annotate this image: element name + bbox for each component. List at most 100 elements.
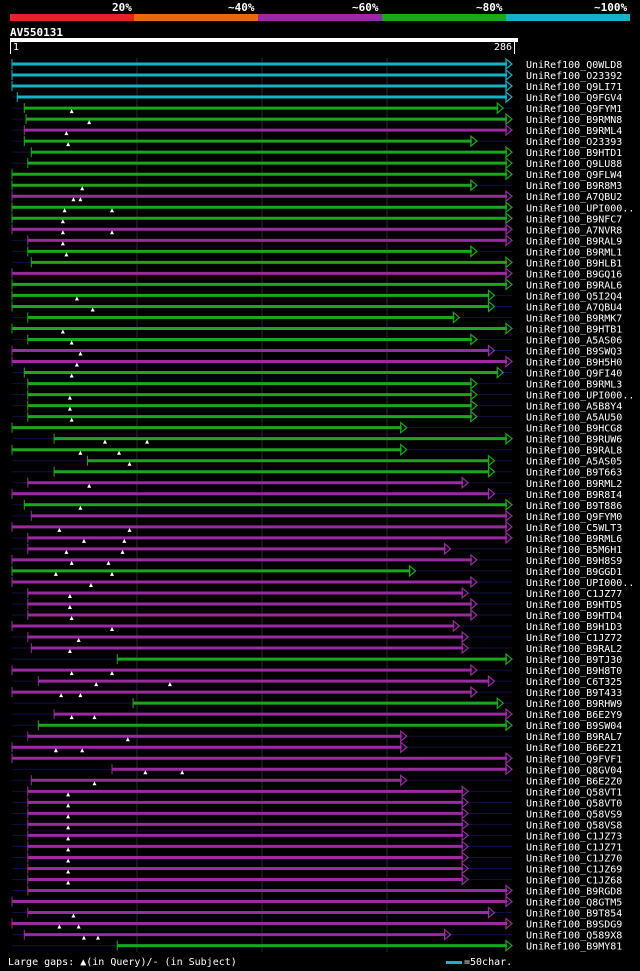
hit-arrow	[400, 729, 408, 743]
query-bar	[10, 38, 518, 42]
hit-label: UniRef100_O23393	[526, 137, 622, 148]
gap-marker	[71, 913, 76, 918]
gap-marker	[127, 527, 132, 532]
hit-arrow	[470, 245, 478, 258]
gap-marker	[60, 241, 65, 246]
hit-arrow	[400, 774, 408, 787]
hit-arrow	[487, 344, 496, 357]
hit-label: UniRef100_B9RMK7	[526, 313, 622, 324]
hit-arrow	[470, 333, 478, 346]
gap-marker	[57, 924, 62, 929]
hit-label: UniRef100_Q58VT0	[526, 798, 622, 809]
gap-marker	[110, 208, 114, 213]
hit-label: UniRef100_Q9FYM0	[526, 512, 622, 523]
hit-arrow	[505, 432, 513, 445]
hit-label: UniRef100_B9RAL7	[526, 732, 622, 743]
hit-arrow	[505, 189, 513, 203]
hit-arrow	[461, 641, 470, 655]
hit-label: UniRef100_B9T433	[526, 688, 622, 699]
hit-label: UniRef100_Q589X8	[526, 931, 622, 942]
gap-marker	[67, 395, 72, 400]
gap-marker	[60, 329, 65, 334]
hit-label: UniRef100_A7NVR8	[526, 225, 622, 236]
hit-arrow	[470, 377, 478, 390]
hit-arrow	[461, 873, 470, 886]
gap-marker	[110, 571, 114, 576]
hit-arrow	[487, 906, 496, 919]
hit-label: UniRef100_A5AU50	[526, 413, 622, 424]
hit-arrow	[505, 939, 513, 952]
hit-label: UniRef100_Q8GTM5	[526, 898, 622, 909]
hit-label: UniRef100_UPI000..	[526, 578, 634, 589]
hit-arrow	[505, 652, 513, 666]
hit-label: UniRef100_A7QBU4	[526, 302, 622, 313]
hit-arrow	[496, 366, 505, 379]
hit-label: UniRef100_B6E2Y9	[526, 710, 622, 721]
hit-arrow	[461, 829, 470, 842]
gap-marker	[81, 538, 86, 543]
gap-marker	[81, 935, 86, 940]
gap-marker	[74, 362, 79, 367]
gap-marker	[92, 781, 97, 786]
gap-marker	[80, 748, 85, 753]
gap-marker	[59, 693, 64, 698]
scale-legend-line	[446, 960, 462, 964]
gap-marker	[69, 671, 74, 676]
gap-marker	[66, 142, 71, 147]
hit-label: UniRef100_B9RMN8	[526, 115, 622, 126]
scale-label-80: ~80%	[476, 1, 503, 14]
gap-marker	[64, 252, 69, 257]
gap-marker	[64, 131, 69, 136]
hit-label: UniRef100_Q9LU88	[526, 159, 622, 170]
gap-marker	[127, 461, 132, 466]
hit-label: UniRef100_C5WLT3	[526, 523, 622, 534]
hit-arrow	[505, 223, 513, 236]
hit-label: UniRef100_B9HTD1	[526, 148, 622, 159]
hit-label: UniRef100_B9GGD1	[526, 567, 622, 578]
hit-arrow	[470, 410, 478, 423]
hit-arrow	[505, 917, 513, 930]
hit-label: UniRef100_Q58VT1	[526, 787, 622, 798]
gap-marker	[64, 549, 69, 554]
gap-marker	[66, 858, 71, 863]
hit-label: UniRef100_B9HTD4	[526, 611, 622, 622]
hit-label: UniRef100_Q9LI71	[526, 82, 622, 93]
gap-marker	[66, 880, 71, 885]
hit-label: UniRef100_B9RAL9	[526, 236, 622, 247]
hit-arrow	[470, 685, 478, 699]
hit-arrow	[461, 807, 470, 820]
hit-label: UniRef100_B9RAL8	[526, 446, 622, 457]
hit-arrow	[470, 178, 478, 192]
hit-label: UniRef100_Q58VS8	[526, 820, 622, 831]
hit-arrow	[470, 608, 478, 622]
hit-arrow	[470, 597, 478, 611]
hit-label: UniRef100_C1JZ72	[526, 633, 622, 644]
hit-label: UniRef100_B9SDG9	[526, 920, 622, 931]
hit-arrow	[400, 421, 408, 434]
hit-label: UniRef100_Q9FVF1	[526, 754, 622, 765]
hit-arrow	[470, 399, 478, 412]
gap-marker	[78, 450, 83, 455]
hit-arrow	[505, 531, 513, 545]
hit-label: UniRef100_Q9FGV4	[526, 93, 622, 104]
hit-label: UniRef100_B9R8I4	[526, 490, 622, 501]
gap-marker	[67, 649, 72, 654]
hit-arrow	[505, 112, 513, 126]
hit-label: UniRef100_B9RUW6	[526, 435, 622, 446]
hit-arrow	[461, 785, 470, 798]
hit-label: UniRef100_C1JZ68	[526, 875, 622, 886]
hit-arrow	[505, 520, 513, 534]
gap-marker	[78, 351, 83, 356]
gap-marker	[66, 825, 71, 830]
hit-label: UniRef100_B9T663	[526, 468, 622, 479]
gap-marker	[95, 935, 100, 940]
hit-arrow	[505, 57, 513, 71]
hit-arrow	[408, 564, 417, 578]
hit-label: UniRef100_B6E2Z0	[526, 776, 622, 787]
hit-arrow	[400, 443, 408, 456]
gap-marker	[167, 682, 172, 687]
hit-arrow	[505, 90, 513, 104]
gap-marker	[66, 836, 71, 841]
hit-arrow	[505, 167, 513, 181]
